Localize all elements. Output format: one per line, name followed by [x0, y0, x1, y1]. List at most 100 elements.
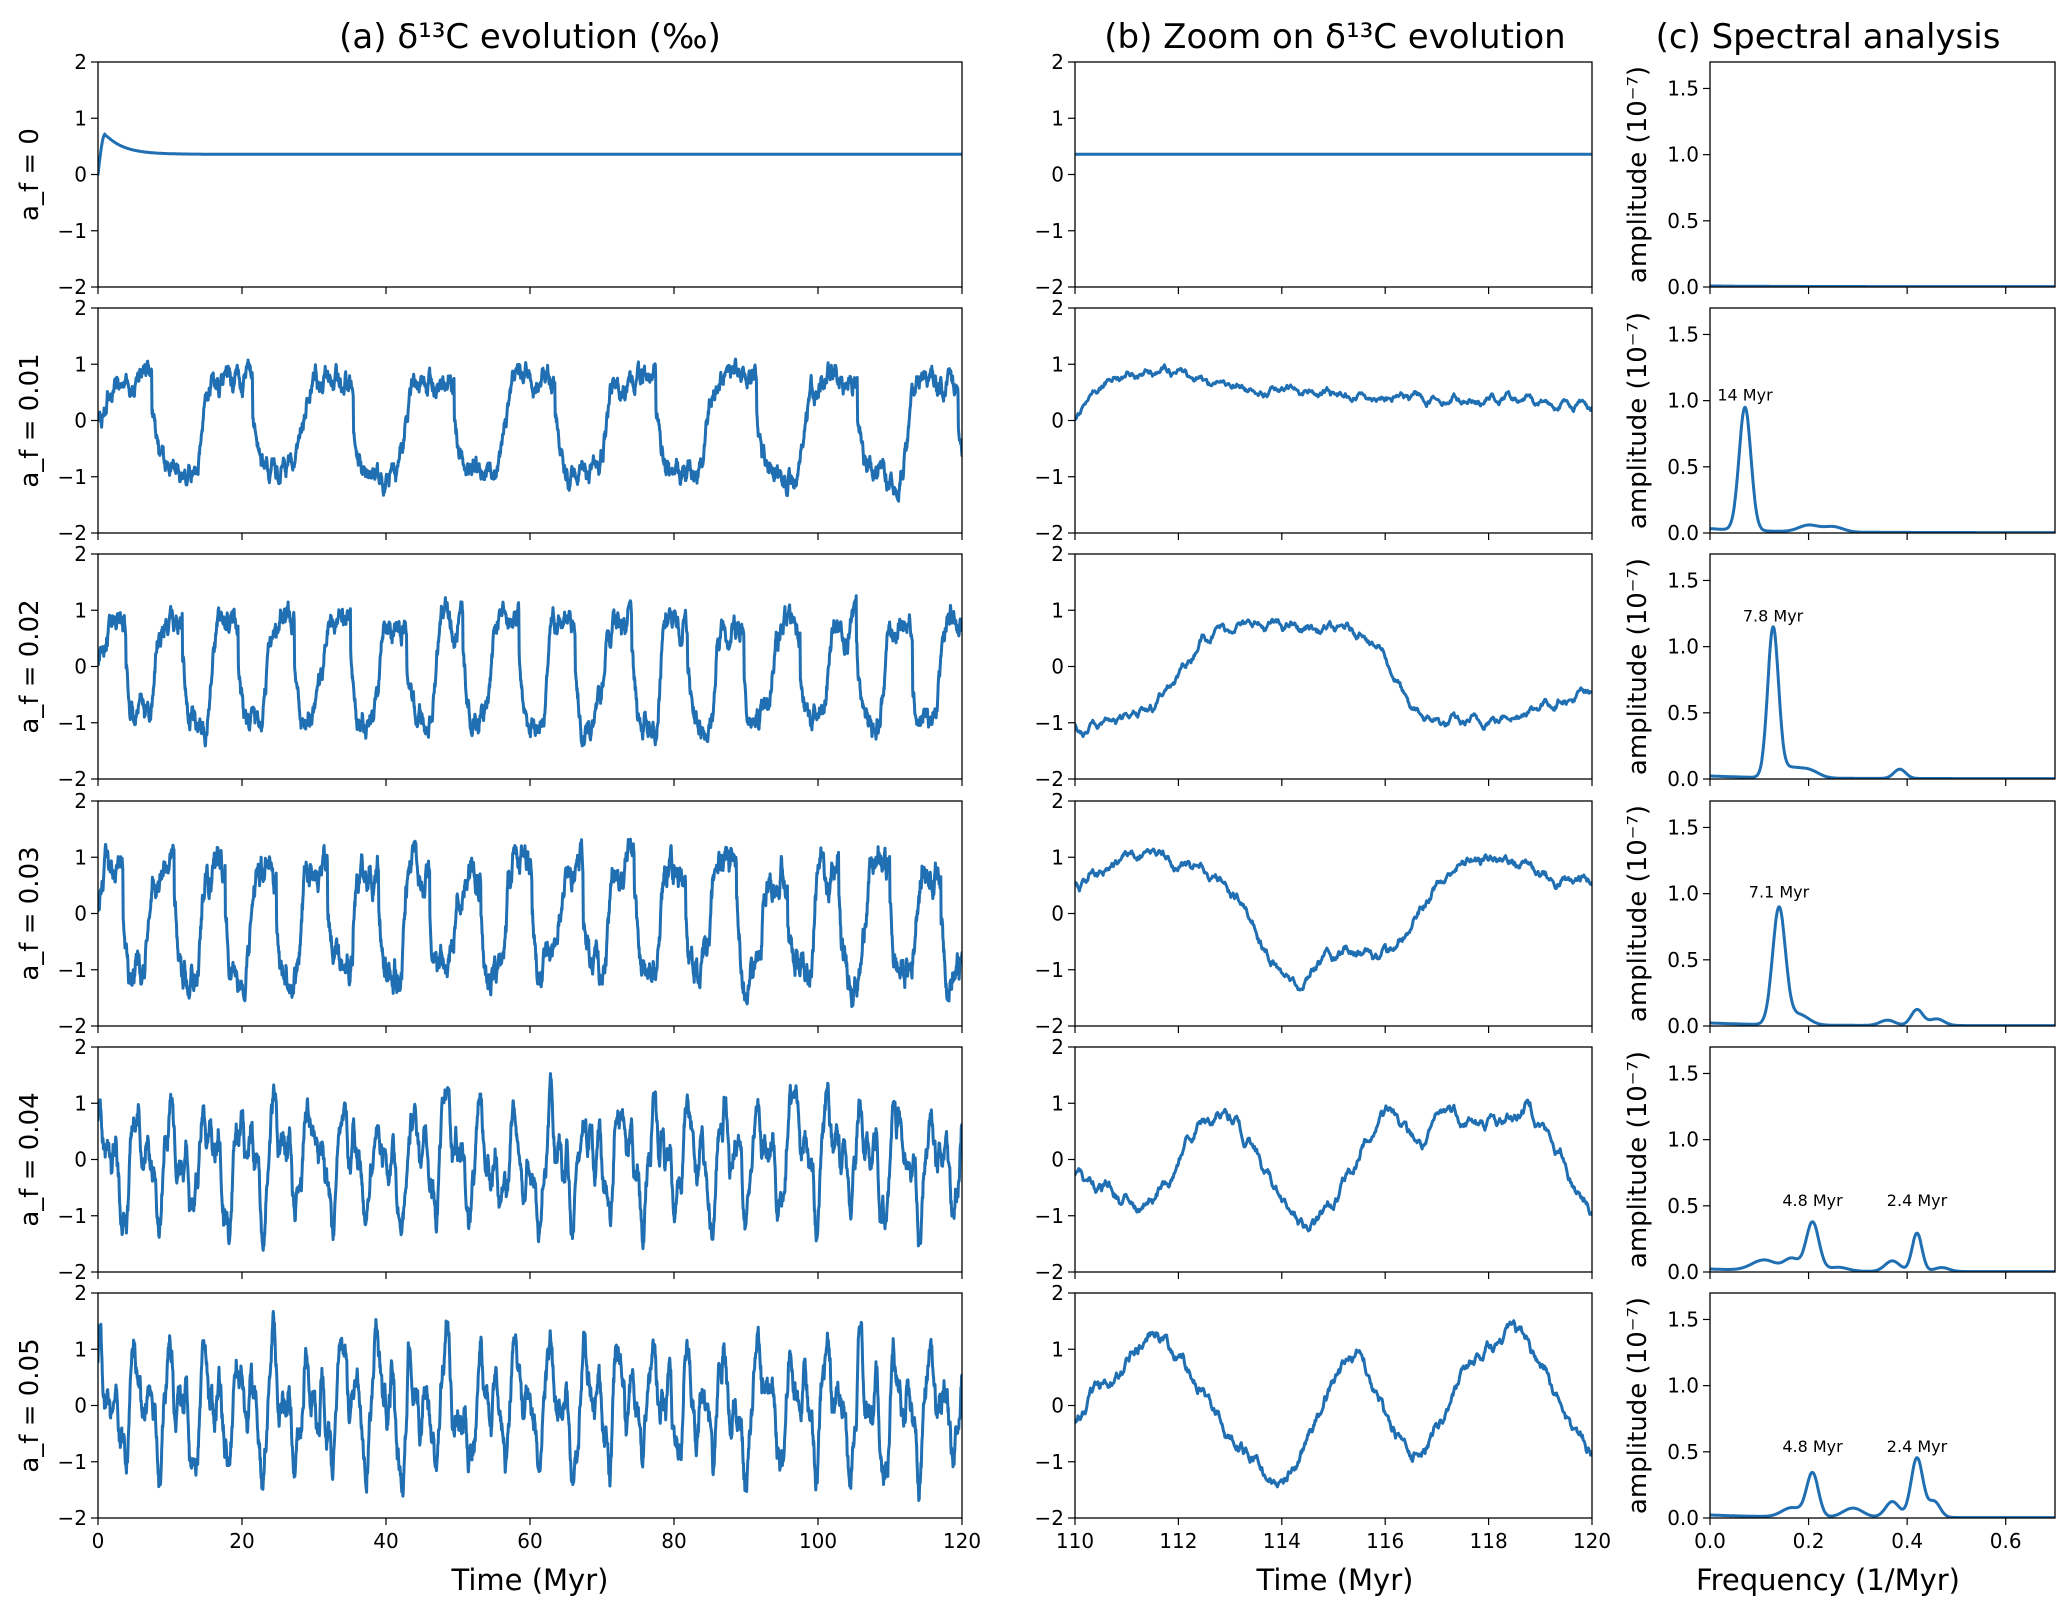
y-tick-label: 0 [1051, 1394, 1064, 1418]
row-label: a_f = 0.05 [15, 1338, 45, 1472]
y-tick-label: 2 [74, 50, 87, 74]
y-tick-label: 0.5 [1667, 1194, 1699, 1218]
y-tick-label: 0.5 [1667, 1440, 1699, 1464]
y-tick-label: 2 [74, 1281, 87, 1305]
y-tick-label: 1.5 [1667, 568, 1699, 592]
y-tick-label: 1.0 [1667, 389, 1699, 413]
y-tick-label: 1 [1051, 845, 1064, 869]
axes-frame [1709, 553, 2056, 780]
y-tick-label: 2 [74, 542, 87, 566]
panel-c-row-4: 0.0 0.5 1.0 1.5 4.8 Myr 2.4 Myr [1667, 1046, 2056, 1284]
panel-b-title: (b) Zoom on δ¹³C evolution [1104, 17, 1565, 57]
panel-a-title: (a) δ¹³C evolution (‰) [339, 17, 721, 57]
x-tick-label: 100 [799, 1529, 837, 1553]
y-tick-label: 1.0 [1667, 882, 1699, 906]
y-tick-label: 1.5 [1667, 1061, 1699, 1085]
peak-label: 2.4 Myr [1887, 1437, 1948, 1456]
panel-c-ylabel: amplitude (10⁻⁷) [1623, 66, 1653, 283]
row-label: a_f = 0 [15, 128, 45, 221]
panel-c-row-1: 0.0 0.5 1.0 1.5 14 Myr [1667, 307, 2056, 545]
y-tick-label: 2 [1051, 296, 1064, 320]
panel-c-ylabel: amplitude (10⁻⁷) [1623, 1297, 1653, 1514]
x-tick-label: 110 [1056, 1529, 1094, 1553]
x-tick-label: 118 [1470, 1529, 1508, 1553]
x-tick-label: 40 [373, 1529, 398, 1553]
x-tick-label: 0.2 [1793, 1529, 1825, 1553]
series-line-a-row-5 [98, 1310, 962, 1502]
x-tick-label: 0.4 [1891, 1529, 1923, 1553]
axes-frame [1709, 307, 2056, 534]
y-tick-label: 1.5 [1667, 815, 1699, 839]
y-tick-label: 2 [1051, 789, 1064, 813]
y-tick-label: −2 [58, 767, 87, 791]
y-tick-label: 1.0 [1667, 143, 1699, 167]
x-tick-label: 114 [1263, 1529, 1301, 1553]
y-tick-label: −1 [58, 711, 87, 735]
series-line-b-row-3 [1075, 847, 1592, 992]
y-tick-label: 2 [1051, 542, 1064, 566]
series-line-a-row-4 [98, 1072, 962, 1252]
series-line-c-row-1 [1710, 405, 2055, 533]
panel-c-ylabel: amplitude (10⁻⁷) [1623, 558, 1653, 775]
y-tick-label: 2 [1051, 1035, 1064, 1059]
y-tick-label: −2 [1035, 767, 1064, 791]
y-tick-label: 1.0 [1667, 1374, 1699, 1398]
panel-c-row-5: 0.0 0.5 1.0 1.5 0.0 0.2 0.4 0.6 4.8 Myr 2.4 Myr [1667, 1292, 2056, 1553]
y-tick-label: 1 [74, 845, 87, 869]
x-tick-label: 116 [1366, 1529, 1404, 1553]
x-tick-label: 112 [1159, 1529, 1197, 1553]
panel-a-row-3: −2 −1 0 1 2 [58, 789, 963, 1038]
y-tick-label: 2 [74, 789, 87, 813]
x-tick-label: 0 [92, 1529, 105, 1553]
series-line-a-row-1 [98, 357, 962, 503]
y-tick-label: 0.0 [1667, 1506, 1699, 1530]
series-line-a-row-0 [98, 132, 962, 176]
y-tick-label: 0 [74, 1394, 87, 1418]
y-tick-label: 0 [74, 409, 87, 433]
panel-c-xlabel: Frequency (1/Myr) [1696, 1563, 1960, 1597]
y-tick-label: 2 [74, 1035, 87, 1059]
axes-frame [97, 553, 963, 780]
y-tick-label: −1 [1035, 465, 1064, 489]
y-tick-label: 1 [74, 106, 87, 130]
y-tick-label: 0.0 [1667, 275, 1699, 299]
y-tick-label: −1 [58, 1204, 87, 1228]
axes-frame [1709, 1046, 2056, 1273]
axes-frame [1074, 1046, 1593, 1273]
axes-frame [1709, 1292, 2056, 1519]
panel-c-ylabel: amplitude (10⁻⁷) [1623, 805, 1653, 1022]
y-tick-label: 0 [1051, 163, 1064, 187]
y-tick-label: 0 [74, 1148, 87, 1172]
panel-b-row-3: −2 −1 0 1 2 [1035, 789, 1593, 1038]
y-tick-label: 0 [1051, 1148, 1064, 1172]
y-tick-label: −1 [1035, 219, 1064, 243]
peak-label: 7.1 Myr [1749, 883, 1810, 902]
axes-frame [1074, 61, 1593, 288]
panel-b-row-5: −2 −1 0 1 2 110 112 114 116 118 120 [1035, 1281, 1612, 1553]
y-tick-label: 1 [74, 1337, 87, 1361]
peak-label: 14 Myr [1717, 386, 1773, 405]
axes-frame [97, 800, 963, 1027]
y-tick-label: 1 [74, 1091, 87, 1115]
panel-b-xlabel: Time (Myr) [1256, 1563, 1414, 1597]
y-tick-label: 1 [1051, 1337, 1064, 1361]
y-tick-label: −2 [58, 1014, 87, 1038]
panel-b-row-2: −2 −1 0 1 2 [1035, 542, 1593, 791]
y-tick-label: −2 [58, 521, 87, 545]
y-tick-label: 1 [1051, 1091, 1064, 1115]
y-tick-label: −2 [1035, 1014, 1064, 1038]
series-line-b-row-5 [1075, 1319, 1592, 1489]
x-tick-label: 120 [943, 1529, 981, 1553]
axes-frame [97, 307, 963, 534]
row-label: a_f = 0.02 [15, 599, 45, 733]
y-tick-label: 1 [1051, 352, 1064, 376]
x-tick-label: 0.0 [1694, 1529, 1726, 1553]
panel-c-title: (c) Spectral analysis [1656, 17, 2001, 57]
panel-b-row-4: −2 −1 0 1 2 [1035, 1035, 1593, 1284]
panel-c-row-3: 0.0 0.5 1.0 1.5 7.1 Myr [1667, 800, 2056, 1038]
y-tick-label: 1.5 [1667, 1307, 1699, 1331]
series-line-a-row-3 [98, 837, 962, 1008]
y-tick-label: −1 [1035, 1204, 1064, 1228]
